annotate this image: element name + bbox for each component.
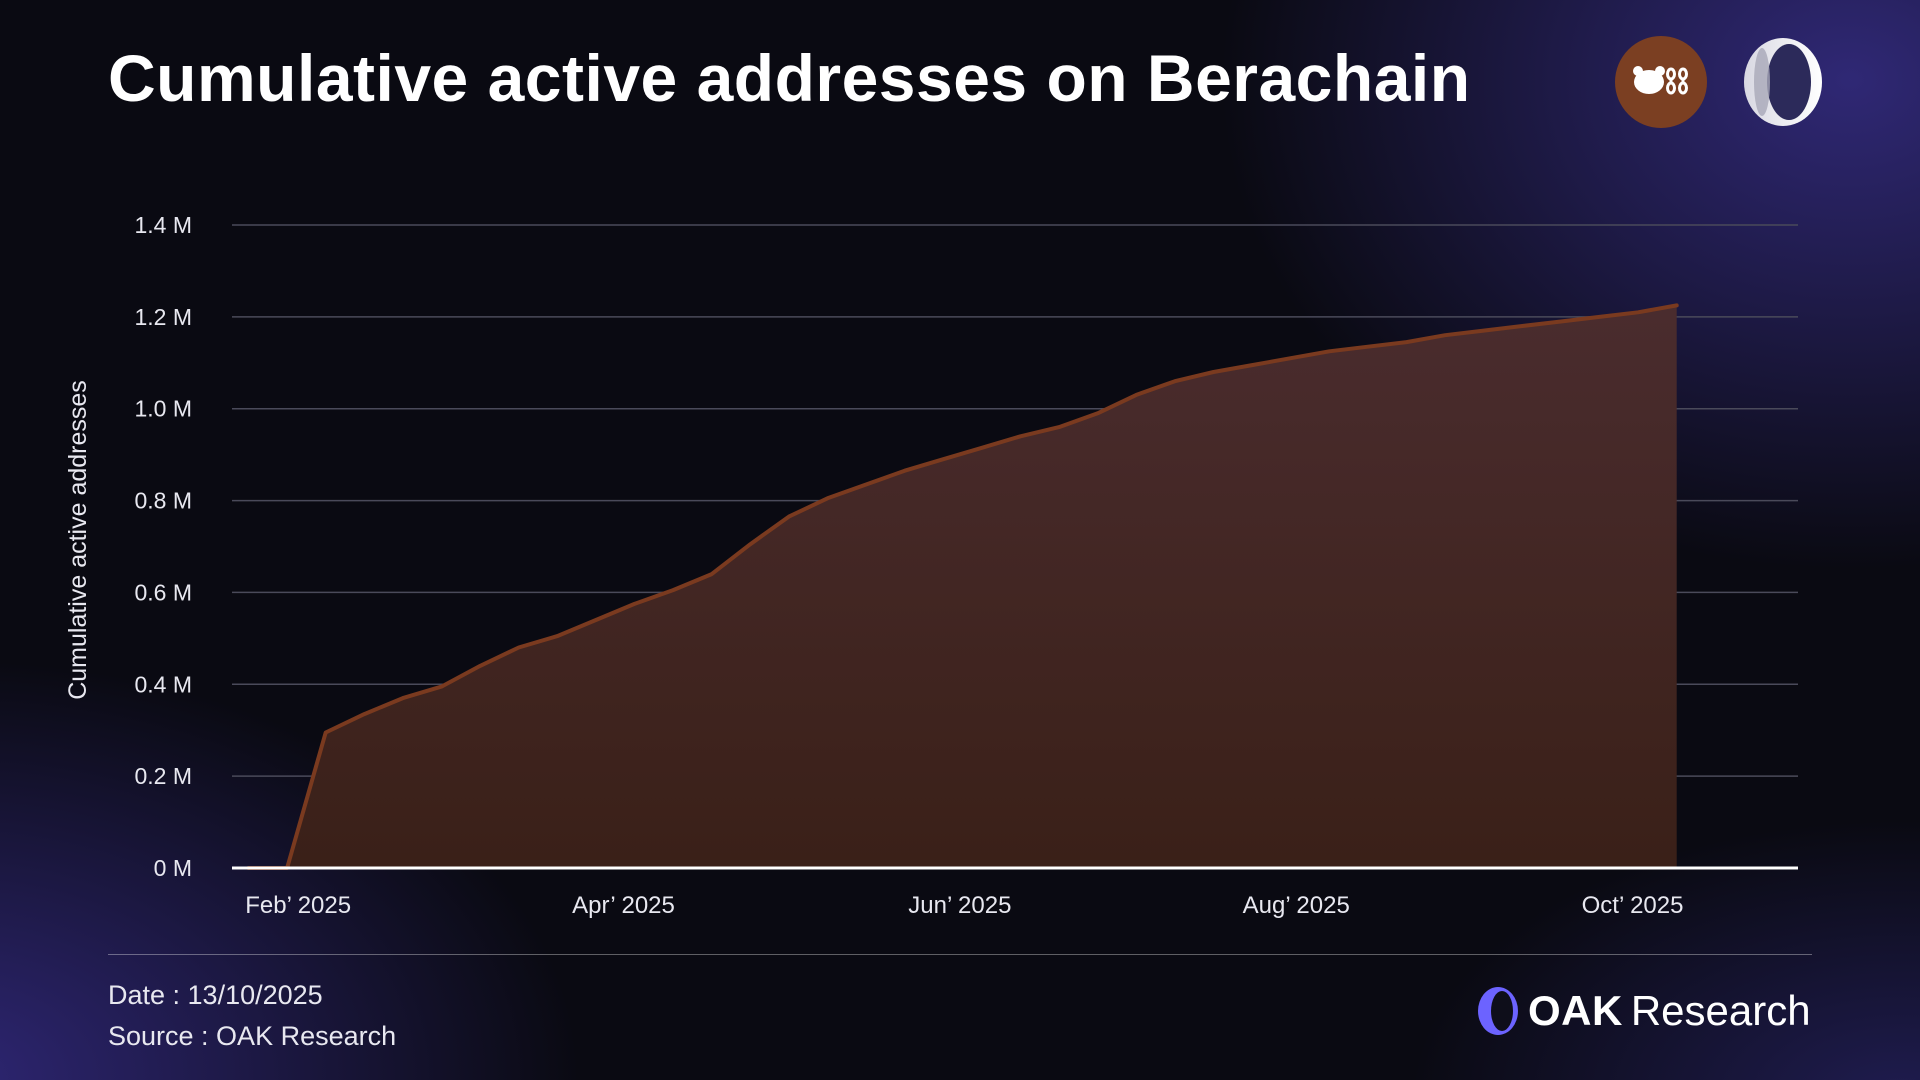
oak-research-brand: OAK Research — [1476, 986, 1811, 1036]
x-tick-label: Feb’ 2025 — [245, 892, 351, 919]
berachain-logo — [1615, 36, 1707, 128]
y-tick-label: 0.8 M — [134, 488, 192, 514]
footer-divider — [108, 954, 1812, 955]
x-tick-label: Apr’ 2025 — [572, 892, 675, 919]
bear-chain-icon — [1633, 66, 1688, 95]
page-title: Cumulative active addresses on Berachain — [108, 41, 1471, 115]
oak-brand-icon — [1478, 987, 1518, 1035]
brand-subtitle: Research — [1630, 987, 1811, 1034]
y-tick-label: 0.6 M — [134, 579, 192, 605]
x-tick-label: Aug’ 2025 — [1243, 892, 1350, 919]
y-tick-label: 1.4 M — [134, 212, 192, 238]
oak-logo — [1742, 36, 1824, 128]
source-label: Source : OAK Research — [108, 1021, 397, 1051]
date-label: Date : 13/10/2025 — [108, 980, 323, 1010]
oak-ring-icon — [1744, 38, 1822, 126]
y-tick-label: 1.2 M — [134, 304, 192, 330]
x-tick-label: Oct’ 2025 — [1582, 892, 1684, 919]
series-line — [246, 303, 1679, 870]
x-tick-label: Jun’ 2025 — [908, 892, 1011, 919]
y-axis-label: Cumulative active addresses — [64, 380, 92, 700]
brand-name: OAK — [1528, 987, 1623, 1034]
series-area — [248, 305, 1677, 868]
y-tick-label: 0 M — [154, 855, 192, 881]
y-tick-label: 1.0 M — [134, 396, 192, 422]
y-tick-label: 0.4 M — [134, 671, 192, 697]
y-tick-label: 0.2 M — [134, 763, 192, 789]
